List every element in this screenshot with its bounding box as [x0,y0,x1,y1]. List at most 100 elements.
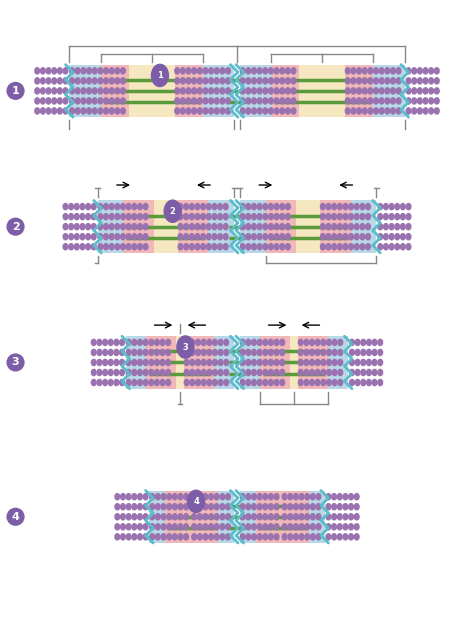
Circle shape [137,203,142,210]
Circle shape [401,234,405,240]
Circle shape [91,339,96,345]
Circle shape [114,349,118,355]
Circle shape [143,503,148,510]
Circle shape [132,224,137,230]
Circle shape [298,349,303,355]
Circle shape [115,108,119,114]
Circle shape [252,224,256,230]
Circle shape [379,108,384,114]
Circle shape [315,370,320,376]
Circle shape [98,234,103,240]
Circle shape [285,88,290,94]
Circle shape [35,68,39,74]
Circle shape [326,514,331,520]
Circle shape [181,78,185,84]
Circle shape [98,244,103,250]
Circle shape [207,379,212,386]
Circle shape [385,88,390,94]
Circle shape [190,370,195,376]
Circle shape [126,213,131,219]
Circle shape [252,78,256,84]
Circle shape [201,360,206,366]
Circle shape [391,78,395,84]
Circle shape [269,503,273,510]
Circle shape [52,78,56,84]
Circle shape [184,379,189,386]
Circle shape [362,88,367,94]
Circle shape [197,503,202,510]
Circle shape [350,360,355,366]
Circle shape [263,98,268,104]
Circle shape [190,213,194,219]
Circle shape [104,78,109,84]
Circle shape [316,514,321,520]
Circle shape [190,349,195,355]
Circle shape [274,534,279,540]
Circle shape [203,108,208,114]
Circle shape [115,534,119,540]
Circle shape [365,234,370,240]
Circle shape [115,234,119,240]
Circle shape [178,244,183,250]
Circle shape [203,534,208,540]
Circle shape [173,503,177,510]
Circle shape [418,88,422,94]
Circle shape [63,234,68,240]
Circle shape [218,339,223,345]
Circle shape [320,203,325,210]
Circle shape [186,108,191,114]
Circle shape [224,339,228,345]
Circle shape [209,534,213,540]
Circle shape [196,379,201,386]
Circle shape [332,203,337,210]
Circle shape [190,339,195,345]
Text: 3: 3 [11,355,20,370]
FancyBboxPatch shape [309,490,325,543]
Circle shape [167,494,172,500]
Circle shape [69,244,73,250]
Circle shape [305,494,310,500]
Circle shape [190,244,194,250]
FancyBboxPatch shape [69,64,100,117]
Circle shape [197,68,202,74]
Circle shape [257,503,262,510]
Circle shape [349,213,354,219]
Circle shape [201,203,205,210]
Circle shape [280,68,284,74]
Circle shape [126,514,131,520]
Circle shape [40,98,45,104]
Circle shape [252,349,256,355]
Circle shape [360,213,365,219]
Circle shape [178,503,183,510]
Circle shape [378,379,383,386]
Circle shape [195,224,200,230]
Circle shape [218,349,223,355]
Circle shape [355,213,359,219]
Circle shape [274,494,279,500]
Circle shape [429,68,434,74]
Text: 1: 1 [10,84,20,98]
Circle shape [91,370,96,376]
Circle shape [326,534,331,540]
Circle shape [226,78,230,84]
Circle shape [166,360,171,366]
Circle shape [92,88,97,94]
Circle shape [186,88,191,94]
Circle shape [181,108,185,114]
Circle shape [361,370,365,376]
Circle shape [115,224,119,230]
Circle shape [63,213,68,219]
Circle shape [257,98,262,104]
Circle shape [396,78,401,84]
Circle shape [213,379,217,386]
Circle shape [214,98,219,104]
Circle shape [305,514,310,520]
Circle shape [280,224,284,230]
Circle shape [337,524,342,530]
Circle shape [263,213,268,219]
Circle shape [126,494,131,500]
Circle shape [75,108,80,114]
Circle shape [175,88,180,94]
Circle shape [203,494,208,500]
Text: 1: 1 [12,86,19,96]
